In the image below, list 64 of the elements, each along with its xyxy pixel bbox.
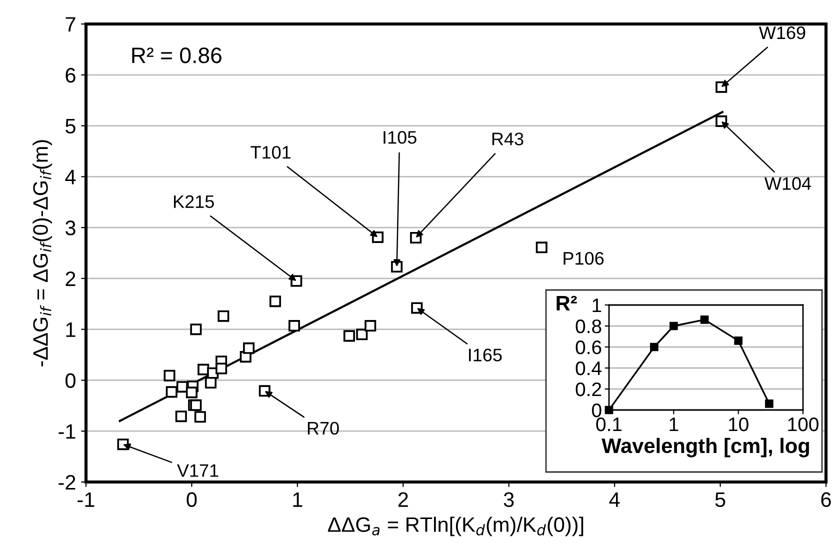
point [198, 364, 210, 376]
point [204, 377, 217, 389]
annotation: K215 [174, 195, 214, 208]
y-tick-label: 3 [65, 220, 76, 236]
y-tick-label: 2 [66, 271, 76, 286]
y-tick-label: 0.2 [576, 382, 602, 396]
point [175, 410, 187, 422]
point [190, 324, 202, 336]
point [700, 316, 709, 324]
y-tick-label: 1 [66, 322, 76, 337]
x-tick-label: 0 [186, 492, 197, 508]
x-tick-label: 6 [821, 492, 831, 508]
y-tick-label: 6 [66, 68, 76, 83]
y-tick-label: 0.8 [576, 319, 602, 334]
x-tick-label: 0.1 [596, 417, 622, 432]
x-tick-label: 5 [715, 492, 726, 508]
x-tick-label: 10 [729, 417, 748, 432]
y-axis-title: -ΔΔG$_{if}$ = ΔG$_{if}$(0)-ΔG$_{if}$(m) [32, 140, 52, 366]
point [670, 322, 678, 330]
annotation: R70 [308, 422, 339, 435]
annotation: W104 [764, 177, 812, 190]
x-axis-title: ΔΔG$_{a}$ = RTln[(K$_{d}$(m)/K$_{d}$(0))] [328, 516, 584, 536]
point [186, 386, 198, 398]
y-tick-label: 0 [592, 403, 602, 418]
point [218, 310, 230, 322]
annotation: I165 [469, 348, 502, 362]
y-tick-label: 0.4 [576, 361, 602, 376]
annotation: R² = 0.86 [132, 47, 222, 64]
annotation: R43 [492, 132, 524, 146]
x-tick-label: -1 [78, 492, 94, 507]
point [269, 296, 281, 308]
annotation: W169 [758, 26, 806, 40]
x-tick-label: 1 [293, 492, 302, 507]
y-tick-label: 5 [66, 118, 76, 134]
annotation: I105 [384, 131, 416, 144]
x-tick-label: 100 [788, 417, 818, 432]
x-tick-label: 4 [609, 492, 620, 507]
x-tick-label: 2 [398, 492, 408, 507]
y-tick-label: 0 [66, 373, 76, 388]
point [536, 242, 548, 254]
point [364, 320, 376, 332]
annotation: P106 [564, 252, 604, 265]
y-tick-label: -2 [58, 475, 76, 490]
y-axis-title: R² [556, 296, 577, 310]
point [765, 400, 774, 408]
point [216, 362, 228, 374]
point [734, 336, 742, 345]
y-tick-label: 1 [592, 298, 602, 312]
annotation: T101 [250, 146, 291, 159]
point [288, 320, 300, 332]
point [604, 406, 614, 414]
x-tick-label: 3 [504, 492, 514, 508]
point [194, 411, 206, 423]
point [356, 328, 368, 340]
annotation: V171 [176, 464, 218, 477]
x-tick-label: 1 [670, 418, 678, 432]
y-tick-label: 0.6 [576, 340, 602, 354]
y-tick-label: 7 [66, 17, 76, 32]
x-axis-title: Wavelength [cm], log [602, 438, 809, 458]
point [243, 342, 255, 354]
y-tick-label: 4 [65, 170, 76, 184]
point [164, 370, 176, 382]
point [166, 386, 178, 398]
point [343, 330, 355, 342]
